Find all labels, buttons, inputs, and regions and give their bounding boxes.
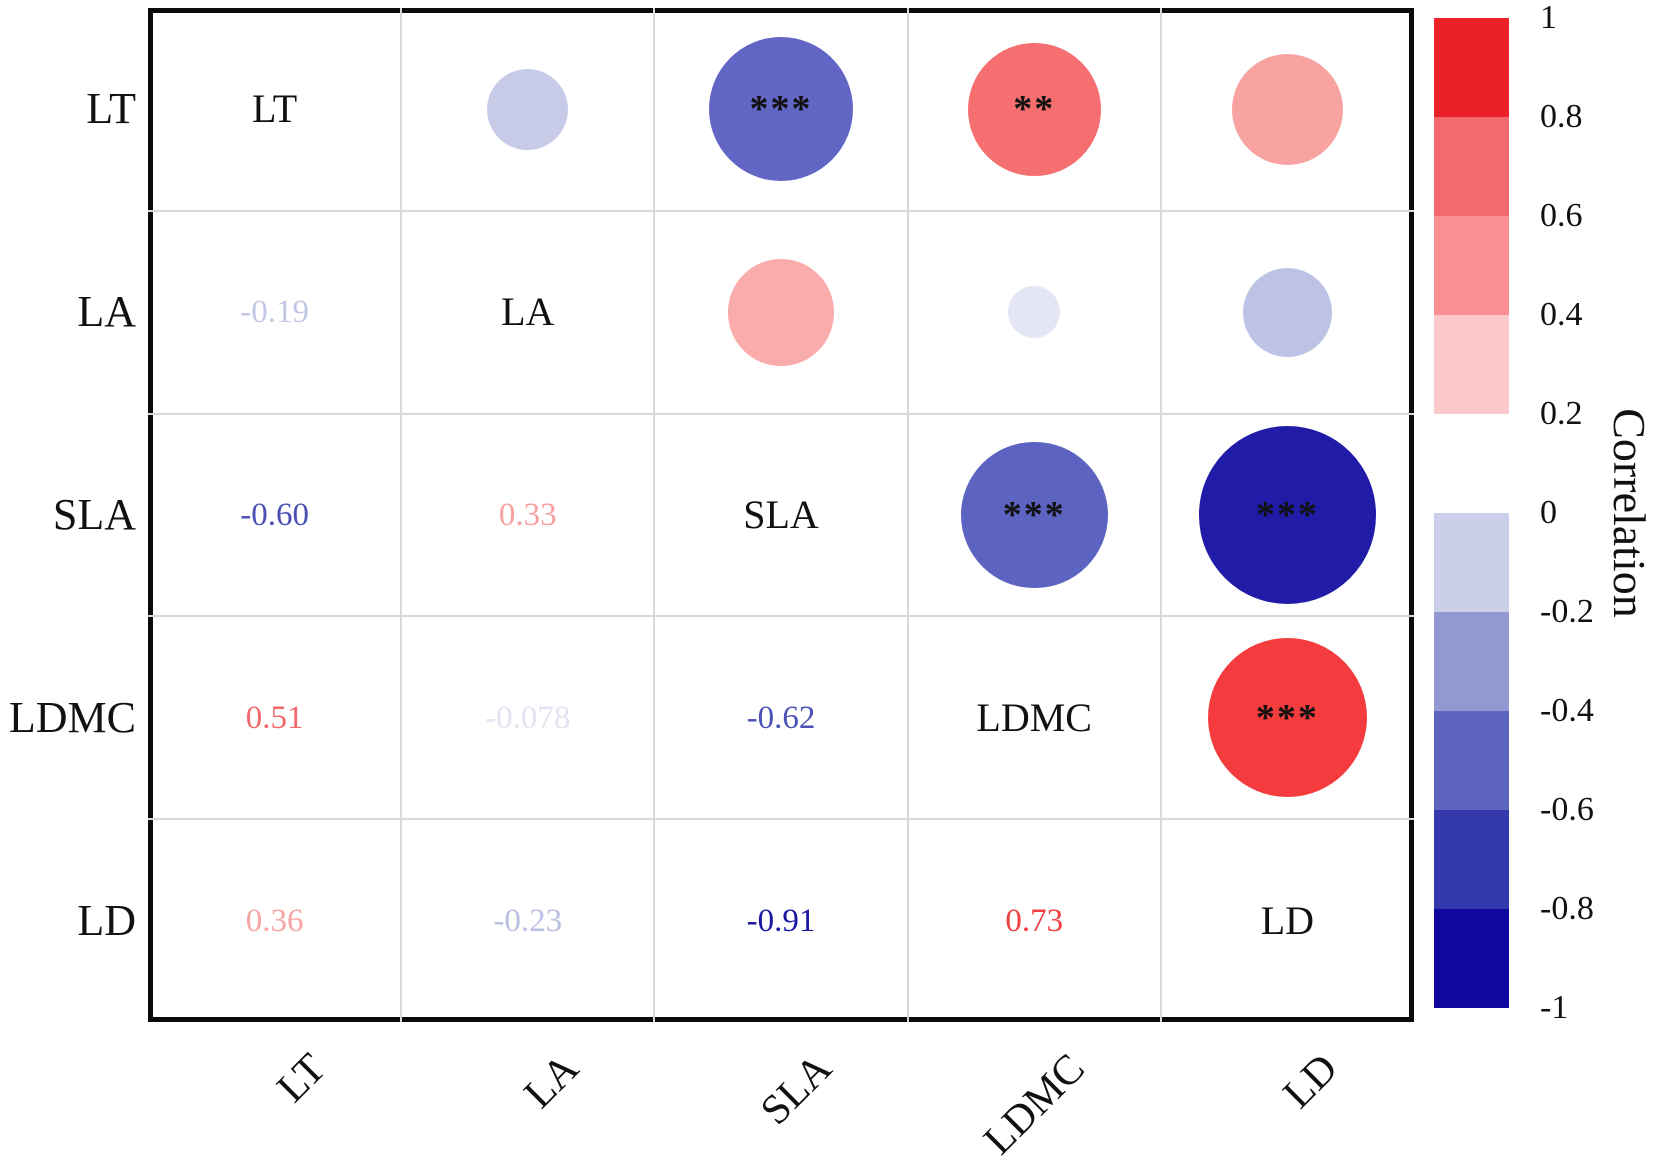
y-axis-label-sla: SLA bbox=[52, 490, 136, 539]
correlation-circle-lt-ldmc bbox=[967, 43, 1101, 176]
significance-stars-sla-ld: *** bbox=[1255, 494, 1319, 536]
colorbar-tick--0_6: -0.6 bbox=[1540, 791, 1594, 828]
diagonal-label-ldmc: LDMC bbox=[976, 694, 1092, 740]
correlation-value-ld-ldmc: 0.73 bbox=[1005, 902, 1064, 939]
grid-line-horizontal bbox=[148, 209, 1414, 212]
correlation-value-ld-sla: -0.91 bbox=[746, 902, 816, 939]
significance-stars-lt-ldmc: ** bbox=[1013, 88, 1056, 131]
significance-stars-ldmc-ld: *** bbox=[1255, 696, 1319, 739]
grid-line-horizontal bbox=[148, 818, 1414, 821]
grid-line-vertical bbox=[906, 8, 909, 1022]
x-axis-label-la: LA bbox=[515, 1045, 588, 1118]
diagonal-label-lt: LT bbox=[251, 86, 298, 132]
colorbar-segment-7 bbox=[1434, 711, 1509, 810]
correlation-circle-la-ldmc bbox=[1008, 286, 1061, 339]
diagonal-label-sla: SLA bbox=[743, 492, 819, 537]
x-axis-label-lt: LT bbox=[268, 1045, 335, 1112]
diagonal-label-la: LA bbox=[501, 289, 555, 335]
correlation-value-sla-lt: -0.60 bbox=[240, 497, 309, 533]
correlation-value-ldmc-sla: -0.62 bbox=[746, 699, 816, 736]
colorbar-segment-0 bbox=[1434, 18, 1509, 117]
colorbar-tick-0_8: 0.8 bbox=[1540, 98, 1583, 135]
diagonal-label-ld: LD bbox=[1260, 897, 1315, 943]
colorbar-segment-8 bbox=[1434, 810, 1509, 909]
colorbar-segment-6 bbox=[1434, 612, 1509, 711]
significance-stars-sla-ldmc: *** bbox=[1002, 494, 1066, 536]
colorbar-segment-2 bbox=[1434, 216, 1509, 315]
colorbar-tick--0_4: -0.4 bbox=[1540, 692, 1594, 729]
colorbar-tick-0_6: 0.6 bbox=[1540, 197, 1583, 234]
x-axis-label-sla: SLA bbox=[752, 1045, 841, 1134]
correlation-value-ldmc-la: -0.078 bbox=[485, 699, 571, 736]
grid-line-horizontal bbox=[148, 615, 1414, 618]
colorbar-segment-5 bbox=[1434, 513, 1509, 612]
correlation-value-sla-la: 0.33 bbox=[498, 497, 557, 533]
correlation-value-ld-la: -0.23 bbox=[493, 902, 563, 939]
colorbar-tick--0_8: -0.8 bbox=[1540, 890, 1594, 927]
correlation-circle-sla-ldmc bbox=[961, 441, 1108, 589]
y-axis-label-ld: LD bbox=[77, 895, 136, 945]
y-axis-label-ldmc: LDMC bbox=[8, 692, 136, 742]
y-axis-label-lt: LT bbox=[86, 84, 136, 134]
colorbar-segment-1 bbox=[1434, 117, 1509, 216]
correlation-circle-sla-ld bbox=[1198, 426, 1377, 604]
y-axis-label-la: LA bbox=[77, 287, 136, 337]
correlation-value-ldmc-lt: 0.51 bbox=[245, 699, 304, 736]
colorbar-segment-4 bbox=[1434, 414, 1509, 513]
correlation-circle-lt-ld bbox=[1231, 53, 1344, 166]
colorbar-title: Correlation bbox=[1604, 408, 1655, 618]
significance-stars-lt-sla: *** bbox=[749, 88, 813, 131]
correlation-circle-lt-la bbox=[487, 68, 569, 150]
grid-line-horizontal bbox=[148, 412, 1414, 415]
correlation-circle-la-ld bbox=[1242, 267, 1332, 357]
grid-line-vertical bbox=[400, 8, 403, 1022]
x-axis-label-ld: LD bbox=[1275, 1045, 1348, 1118]
matrix-border bbox=[148, 8, 1414, 1022]
colorbar-tick-0: 0 bbox=[1540, 494, 1557, 531]
x-axis-label-ldmc: LDMC bbox=[975, 1045, 1095, 1164]
colorbar-tick-0_2: 0.2 bbox=[1540, 395, 1583, 432]
correlation-circle-la-sla bbox=[727, 258, 835, 366]
colorbar-tick--0_2: -0.2 bbox=[1540, 593, 1594, 630]
grid-line-vertical bbox=[1159, 8, 1162, 1022]
colorbar-segment-3 bbox=[1434, 315, 1509, 414]
grid-line-vertical bbox=[653, 8, 656, 1022]
colorbar-tick--1: -1 bbox=[1540, 989, 1569, 1026]
colorbar-tick-0_4: 0.4 bbox=[1540, 296, 1583, 333]
colorbar-segment-9 bbox=[1434, 909, 1509, 1008]
correlation-circle-ldmc-ld bbox=[1207, 638, 1367, 798]
correlation-circle-lt-sla bbox=[709, 37, 854, 182]
colorbar-tick-1: 1 bbox=[1540, 0, 1557, 36]
correlation-value-ld-lt: 0.36 bbox=[245, 902, 304, 939]
correlation-value-la-lt: -0.19 bbox=[240, 294, 309, 331]
